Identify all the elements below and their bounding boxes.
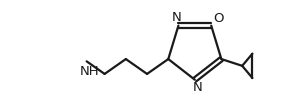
Text: N: N (172, 11, 181, 24)
Text: O: O (213, 12, 223, 25)
Text: NH: NH (80, 65, 100, 78)
Text: N: N (193, 81, 203, 94)
